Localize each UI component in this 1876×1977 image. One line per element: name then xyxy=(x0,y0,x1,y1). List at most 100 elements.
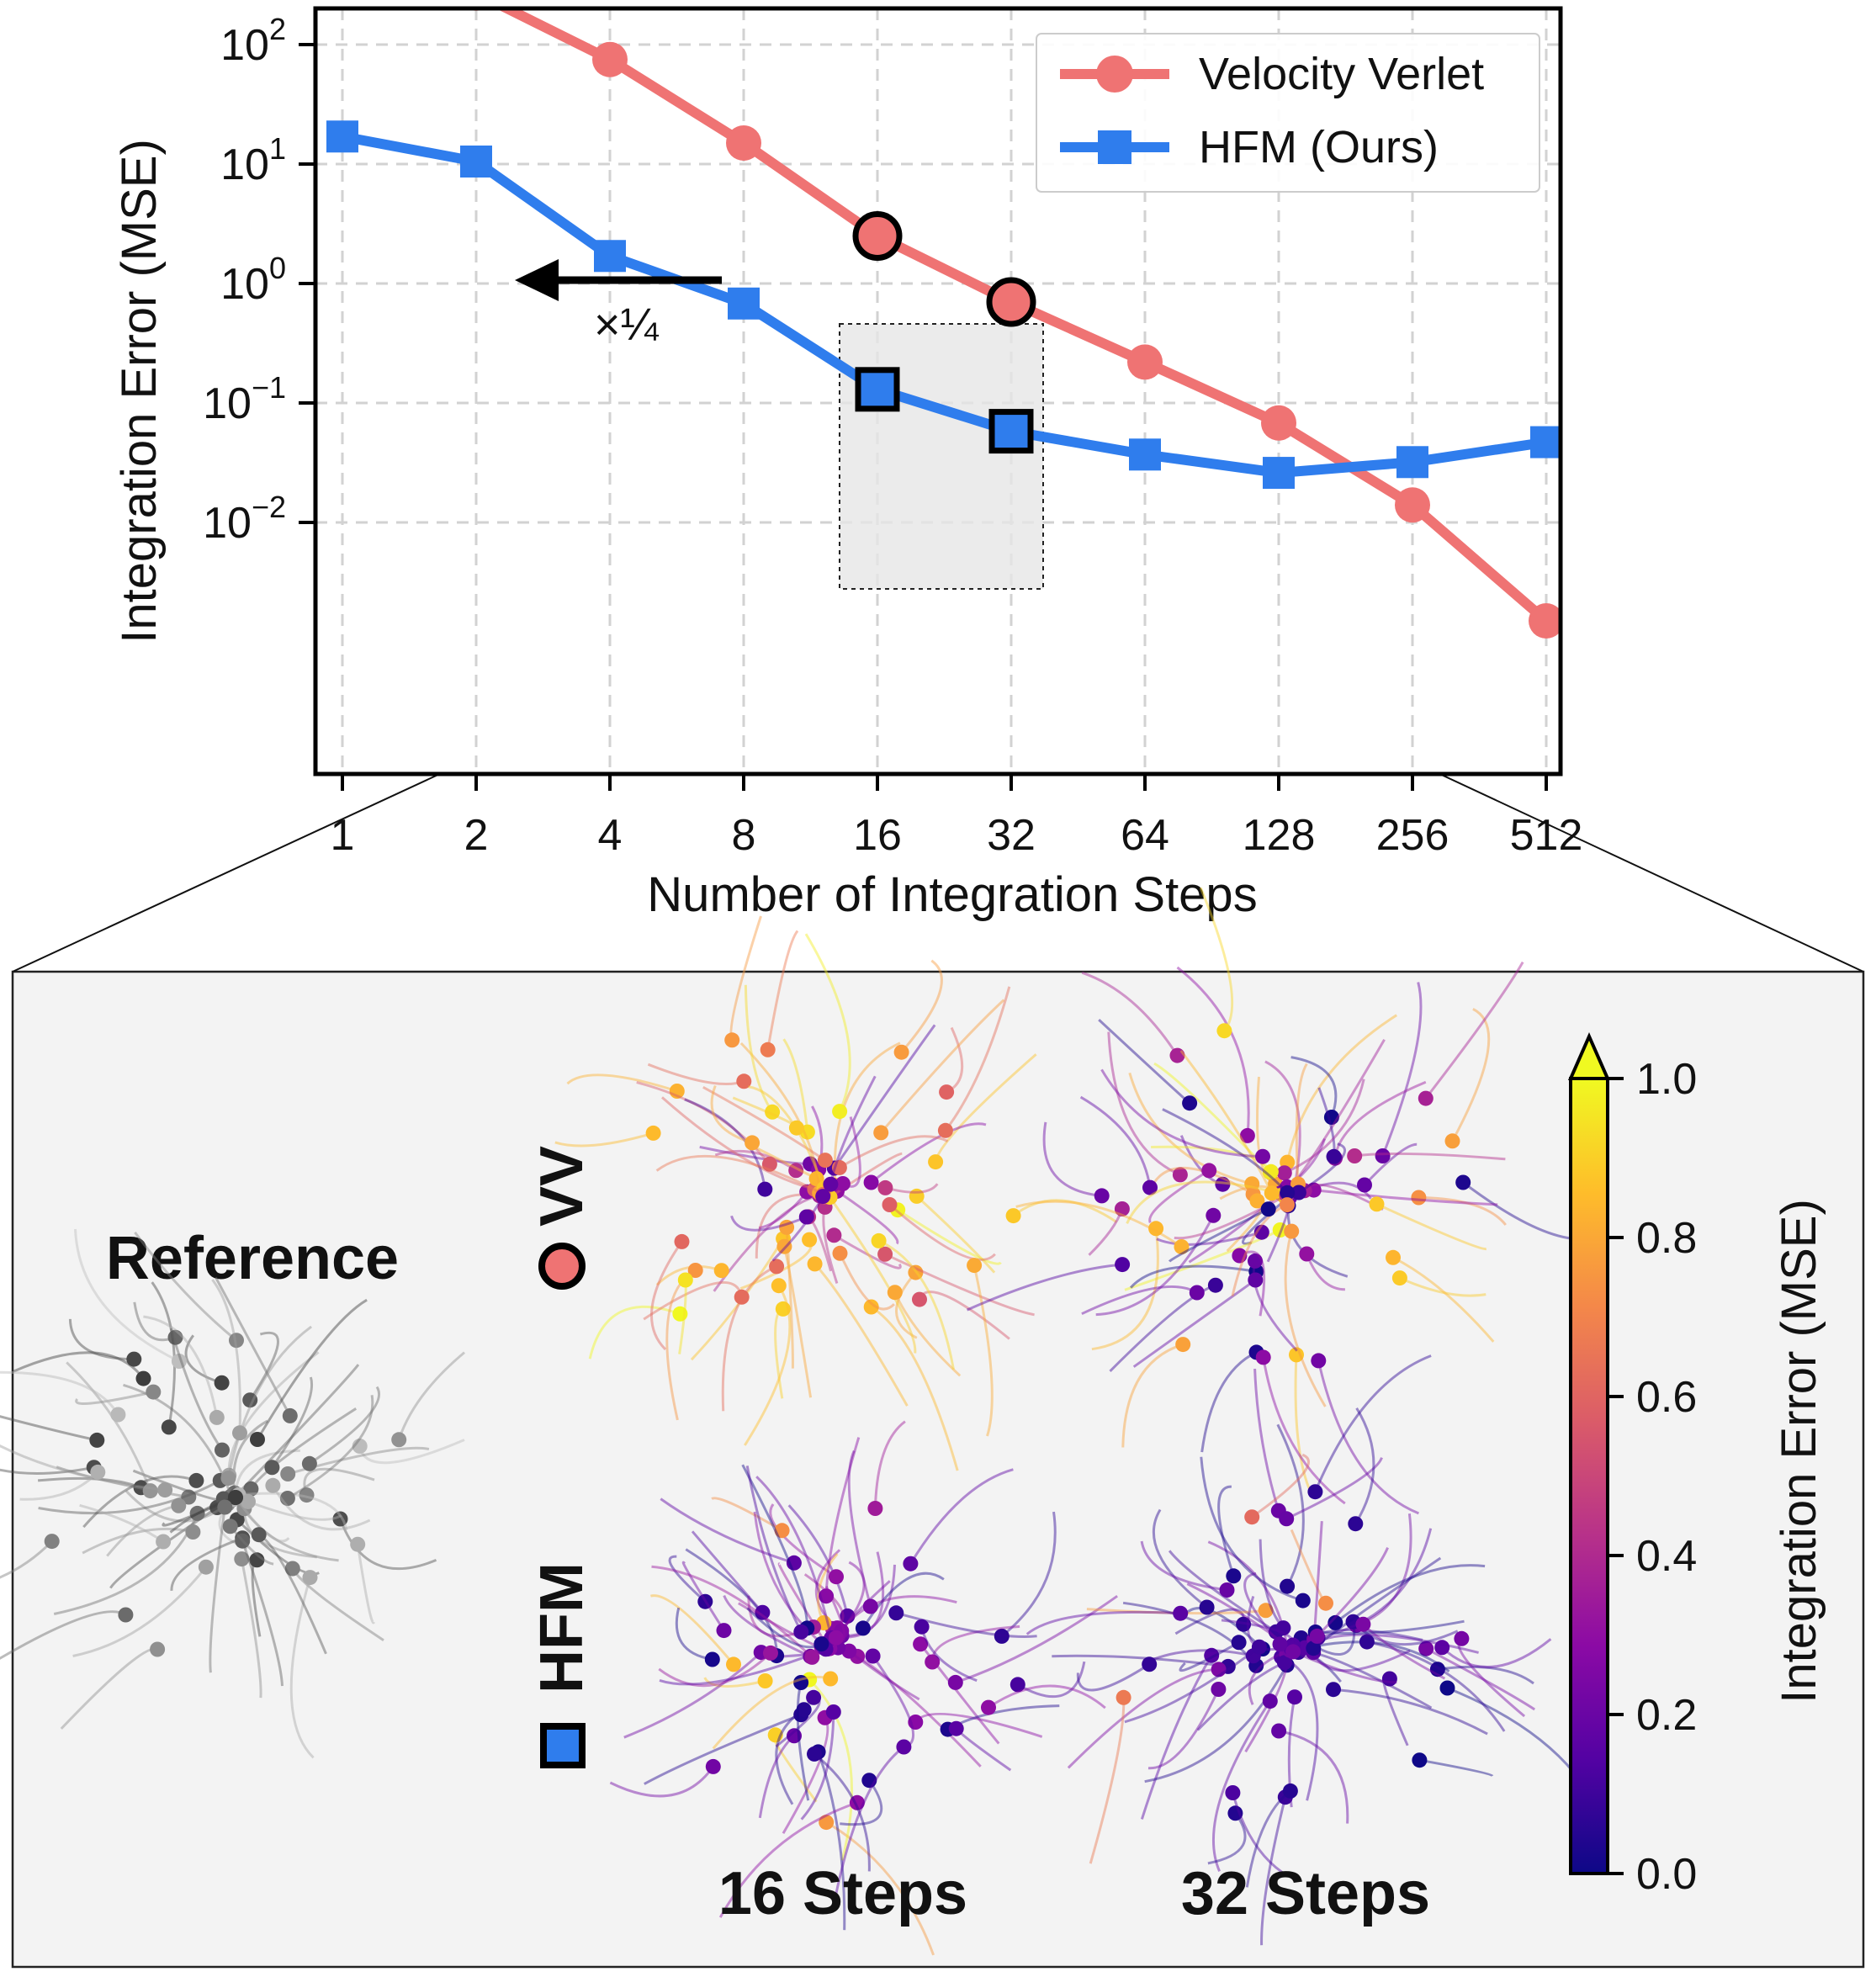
trajectory-trail xyxy=(668,1555,707,1603)
particle-point xyxy=(1216,1023,1232,1039)
trajectory-trail xyxy=(1362,1623,1446,1680)
trajectory-trail xyxy=(1126,1180,1284,1225)
trajectory-trail xyxy=(1121,1343,1184,1448)
trajectory-trail xyxy=(72,1566,208,1657)
trajectory-trail xyxy=(1196,1661,1285,1731)
colorbar-extend-arrow xyxy=(1567,1032,1611,1080)
colorbar-label: Integration Error (MSE) xyxy=(1772,1199,1826,1704)
trajectory-trail xyxy=(643,1280,744,1321)
particle-point xyxy=(220,1471,236,1487)
trajectory-trail xyxy=(271,1376,314,1469)
x-tick-label: 32 xyxy=(987,811,1036,860)
particle-point xyxy=(1285,1644,1301,1660)
legend-label-hfm: HFM (Ours) xyxy=(1199,122,1439,172)
particle-point xyxy=(241,1493,256,1509)
trajectory-trail xyxy=(675,1607,713,1661)
trajectory-trail xyxy=(800,1711,835,1821)
particle-point xyxy=(1375,1148,1391,1163)
trajectory-trail xyxy=(1292,1651,1397,1684)
particle-point xyxy=(264,1460,280,1476)
trajectory-trail xyxy=(813,1263,909,1407)
trajectory-trail xyxy=(248,1331,279,1402)
trajectory-trail xyxy=(1081,1285,1198,1316)
particle-point xyxy=(767,1727,783,1743)
particle-point xyxy=(1287,1689,1302,1705)
trajectory-trail xyxy=(1081,971,1179,1057)
trajectory-trail xyxy=(785,1227,794,1369)
particle-point xyxy=(1262,1693,1278,1709)
trajectory-trail xyxy=(813,1752,871,1872)
particle-point xyxy=(908,1264,924,1280)
hfm-marker-icon xyxy=(540,1723,586,1768)
trajectory-trail xyxy=(658,1651,772,1688)
particle-point xyxy=(1359,1634,1375,1650)
trajectory-trail xyxy=(782,1246,813,1398)
particle-point xyxy=(1306,1640,1322,1656)
point-vv xyxy=(1395,487,1430,523)
arrow-head xyxy=(515,259,559,301)
particle-point xyxy=(181,1489,197,1505)
trajectory-trail xyxy=(1333,1080,1427,1158)
particle-point xyxy=(687,1263,703,1278)
particle-point xyxy=(229,1333,244,1349)
particle-point xyxy=(736,1073,752,1089)
particle-point xyxy=(912,1291,927,1307)
trajectory-trail xyxy=(655,1154,824,1196)
particle-point xyxy=(1276,1655,1292,1671)
particle-point xyxy=(1115,1257,1131,1273)
particle-point xyxy=(90,1464,106,1480)
particle-point xyxy=(157,1482,173,1498)
particle-point xyxy=(1434,1640,1450,1656)
series-layer xyxy=(326,8,1561,639)
series-line-hfm xyxy=(341,131,1547,479)
trajectory-trail xyxy=(1132,1279,1257,1368)
trajectory-trail xyxy=(841,1564,896,1637)
particle-point xyxy=(828,1630,844,1646)
particle-point xyxy=(1199,1599,1215,1615)
particle-point xyxy=(674,1233,690,1249)
particle-point xyxy=(798,1209,814,1225)
particle-point xyxy=(806,1689,822,1705)
trajectory-trail xyxy=(660,1497,795,1565)
particle-point xyxy=(118,1607,134,1623)
particle-point xyxy=(755,1604,771,1620)
particle-point xyxy=(793,1624,809,1640)
trajectory-trail xyxy=(1334,1564,1486,1625)
particle-point xyxy=(249,1552,265,1568)
trajectory-trail xyxy=(1437,1665,1534,1685)
particle-point xyxy=(1244,1509,1260,1525)
y-tick-label: 100 xyxy=(220,251,286,309)
trajectory-trail xyxy=(235,1497,290,1543)
trajectory-trail xyxy=(125,1490,229,1523)
particle-point xyxy=(280,1466,296,1481)
particle-point xyxy=(865,1648,881,1664)
trajectory-trail xyxy=(1333,1688,1488,1736)
particle-point xyxy=(713,1263,729,1279)
trajectory-trail xyxy=(1262,1357,1346,1505)
particle-point xyxy=(135,1370,151,1386)
particle-point xyxy=(840,1608,856,1624)
trajectory-trail xyxy=(649,1594,735,1666)
particle-point xyxy=(251,1527,267,1543)
particle-point xyxy=(813,1636,829,1652)
particle-point xyxy=(1311,1353,1327,1369)
trajectory-trail xyxy=(744,984,774,1113)
point-vv xyxy=(592,41,628,77)
particle-point xyxy=(222,1519,238,1534)
particle-point xyxy=(1326,1148,1342,1164)
trajectory-trail xyxy=(840,1779,883,1826)
trajectory-trail xyxy=(1284,1079,1365,1174)
particle-point xyxy=(769,1259,785,1275)
trajectory-trail xyxy=(1446,1687,1576,1774)
particle-point xyxy=(352,1439,368,1454)
particle-point xyxy=(188,1472,204,1488)
particle-point xyxy=(1280,1197,1295,1213)
trajectory-trail xyxy=(554,1132,654,1148)
trajectory-trail xyxy=(1153,1166,1254,1195)
trajectory-trail xyxy=(1355,1513,1412,1627)
trajectory-trail xyxy=(1284,1231,1327,1407)
trajectory-trail xyxy=(1052,1654,1228,1668)
particle-point xyxy=(776,1238,792,1254)
trajectory-trail xyxy=(0,1466,94,1475)
